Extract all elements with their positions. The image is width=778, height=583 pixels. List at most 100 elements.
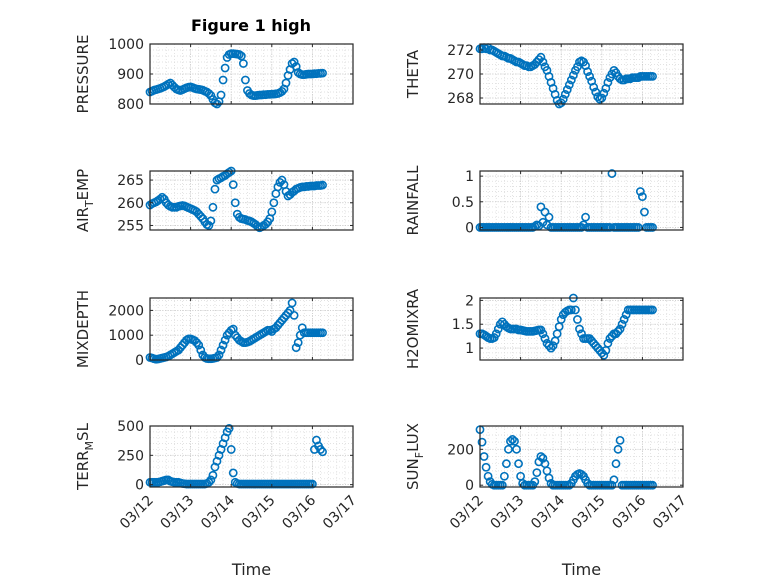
data-point	[318, 68, 327, 78]
data-point	[269, 198, 279, 208]
data-point	[573, 315, 582, 324]
data-point	[216, 345, 226, 355]
data-point	[560, 90, 570, 99]
axes-frame	[479, 425, 684, 488]
data-point	[514, 459, 523, 469]
y-tick-label: 272	[447, 43, 474, 59]
data-point	[204, 221, 214, 230]
y-tick-label: 250	[117, 448, 144, 464]
data-point	[226, 445, 236, 454]
data-point	[499, 471, 509, 481]
data-point	[532, 468, 542, 478]
data-point	[589, 82, 599, 92]
data-point	[591, 87, 601, 97]
data-point	[617, 319, 627, 329]
data-point	[230, 198, 240, 208]
data-point	[220, 63, 230, 73]
data-point	[228, 180, 238, 190]
data-series	[475, 425, 657, 490]
y-tick-label: 2000	[108, 303, 144, 319]
axes-frame	[479, 170, 684, 231]
data-point	[307, 479, 317, 489]
y-tick-label: 1.5	[452, 317, 474, 333]
data-point	[548, 341, 558, 351]
figure-title: Figure 1 high	[191, 16, 311, 35]
data-point	[603, 78, 613, 87]
y-tick-label: 270	[447, 67, 474, 83]
data-point	[316, 445, 325, 454]
data-point	[277, 175, 287, 185]
y-tick-label: 1	[465, 169, 474, 185]
data-point	[599, 350, 609, 360]
data-point	[536, 52, 546, 62]
data-point	[318, 447, 327, 457]
y-axis-label: SUNFLUX	[404, 423, 426, 490]
data-point	[157, 192, 167, 202]
data-point	[504, 444, 513, 454]
data-point	[318, 328, 327, 338]
data-point	[206, 475, 216, 485]
data-point	[540, 334, 550, 343]
data-point	[648, 480, 657, 490]
data-point	[609, 66, 619, 75]
y-axis-label: RAINFALL	[404, 165, 422, 236]
data-point	[568, 70, 578, 80]
data-point	[544, 212, 554, 222]
data-point	[603, 338, 613, 348]
data-point	[638, 192, 647, 202]
data-point	[497, 480, 507, 490]
data-point	[204, 477, 214, 487]
data-point	[287, 298, 297, 308]
y-axis-label: TERRMSL	[74, 422, 96, 491]
data-point	[619, 315, 629, 324]
data-point	[238, 59, 248, 68]
data-point	[566, 75, 576, 85]
data-point	[204, 89, 214, 98]
data-point	[613, 326, 623, 336]
data-point	[318, 180, 327, 190]
y-tick-label: 200	[447, 442, 474, 458]
data-point	[277, 87, 287, 96]
x-axis-label: Time	[561, 560, 601, 579]
data-point	[291, 343, 301, 352]
y-tick-label: 800	[117, 97, 144, 113]
data-point	[192, 338, 202, 348]
data-point	[289, 310, 299, 320]
data-point	[224, 423, 234, 433]
y-tick-label: 0	[135, 353, 144, 369]
y-tick-label: 0	[465, 220, 474, 236]
axes-background	[150, 426, 353, 487]
data-series	[475, 43, 657, 109]
data-point	[538, 453, 548, 463]
data-point	[648, 223, 657, 232]
x-axis-label: Time	[231, 560, 271, 579]
data-point	[581, 212, 590, 222]
data-point	[234, 50, 244, 59]
data-point	[577, 470, 586, 479]
axes-frame	[149, 297, 354, 361]
data-point	[530, 477, 540, 487]
axes-frame	[149, 170, 354, 231]
data-point	[546, 343, 556, 353]
data-point	[607, 480, 617, 490]
data-point	[477, 437, 487, 447]
data-point	[562, 85, 572, 94]
data-point	[208, 202, 218, 212]
data-point	[194, 340, 204, 350]
data-point	[506, 436, 515, 446]
data-point	[648, 72, 657, 81]
axes-frame	[149, 425, 354, 488]
data-series	[145, 166, 327, 233]
subplot-pressure: 800 900 1000 PRESSURE	[74, 35, 354, 113]
y-tick-label: 265	[117, 173, 144, 189]
y-axis-label: H2OMIXRA	[404, 288, 422, 369]
y-tick-label: 1000	[108, 37, 144, 53]
data-point	[635, 187, 645, 196]
data-point	[615, 435, 625, 445]
y-tick-label: 2	[465, 293, 474, 309]
data-point	[611, 459, 621, 469]
subplot-rainfall: 0 0.5 1 RAINFALL	[404, 165, 684, 236]
y-tick-label: 260	[117, 196, 144, 212]
axes-frame	[479, 297, 684, 361]
y-tick-label: 0	[135, 478, 144, 494]
